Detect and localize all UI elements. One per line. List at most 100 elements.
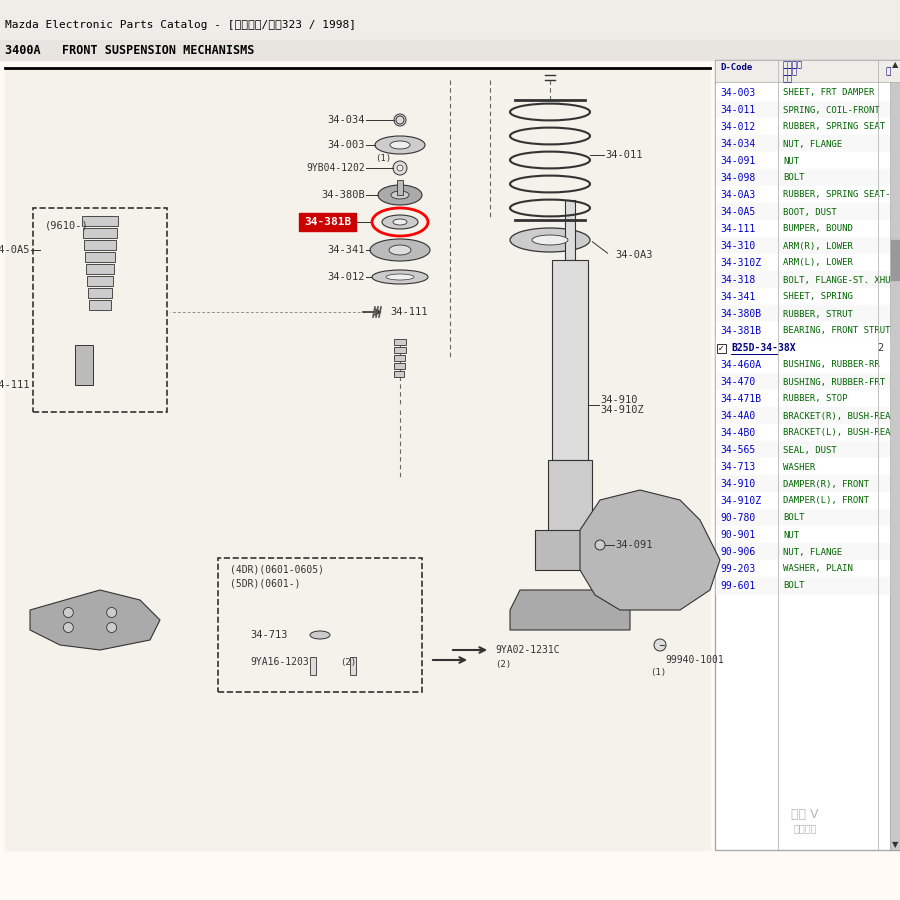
Bar xyxy=(716,424,889,441)
Text: BRACKET(L), BUSH-REA: BRACKET(L), BUSH-REA xyxy=(783,428,890,437)
Text: BOLT: BOLT xyxy=(783,581,805,590)
Text: Mazda Electronic Parts Catalog - [目录图像/文本323 / 1998]: Mazda Electronic Parts Catalog - [目录图像/文… xyxy=(5,20,356,30)
Bar xyxy=(716,288,889,305)
Ellipse shape xyxy=(393,219,407,225)
Bar xyxy=(716,509,889,526)
Text: 34-0A3: 34-0A3 xyxy=(615,250,652,260)
Bar xyxy=(394,355,405,361)
Bar xyxy=(716,560,889,577)
Text: 34-011: 34-011 xyxy=(720,105,755,115)
Text: 2: 2 xyxy=(877,343,883,353)
Bar xyxy=(0,0,900,40)
Text: (2): (2) xyxy=(495,661,511,670)
Text: 34-011: 34-011 xyxy=(605,150,643,160)
Text: 34-111: 34-111 xyxy=(390,307,428,317)
Text: 9YA02-1231C: 9YA02-1231C xyxy=(495,645,560,655)
Ellipse shape xyxy=(532,235,568,245)
Text: SHEET, FRT DAMPER: SHEET, FRT DAMPER xyxy=(783,88,875,97)
Bar xyxy=(75,345,93,385)
Text: 34-003: 34-003 xyxy=(720,88,755,98)
Bar xyxy=(535,530,605,570)
Text: RUBBER, STOP: RUBBER, STOP xyxy=(783,394,848,403)
Text: 99-601: 99-601 xyxy=(720,581,755,591)
Bar xyxy=(552,260,588,460)
Text: 34-713: 34-713 xyxy=(250,630,287,640)
Text: 99940-1001: 99940-1001 xyxy=(665,655,724,665)
Text: 34-471B: 34-471B xyxy=(720,394,761,404)
Text: 转至小说: 转至小说 xyxy=(793,823,817,833)
Text: 3400A   FRONT SUSPENSION MECHANISMS: 3400A FRONT SUSPENSION MECHANISMS xyxy=(5,43,255,57)
Text: 34-470: 34-470 xyxy=(720,377,755,387)
Circle shape xyxy=(394,114,406,126)
Text: 部件号: 部件号 xyxy=(783,68,798,76)
Text: RUBBER, STRUT: RUBBER, STRUT xyxy=(783,310,853,319)
Bar xyxy=(717,344,726,353)
Ellipse shape xyxy=(382,215,418,229)
Text: NUT: NUT xyxy=(783,530,799,539)
Circle shape xyxy=(393,161,407,175)
Text: 34-098: 34-098 xyxy=(720,173,755,183)
Bar xyxy=(716,492,889,509)
Circle shape xyxy=(63,623,73,633)
Bar xyxy=(394,371,404,377)
Text: 90-780: 90-780 xyxy=(720,513,755,523)
Ellipse shape xyxy=(389,245,411,255)
Circle shape xyxy=(654,639,666,651)
Bar xyxy=(716,577,889,594)
Bar xyxy=(397,180,403,195)
Circle shape xyxy=(107,608,117,617)
Text: 34-4A0: 34-4A0 xyxy=(720,411,755,421)
Bar xyxy=(716,203,889,220)
Bar xyxy=(716,101,889,118)
Text: 90-901: 90-901 xyxy=(720,530,755,540)
Text: 34-4B0: 34-4B0 xyxy=(720,428,755,438)
Bar xyxy=(83,228,117,238)
Bar xyxy=(86,264,114,274)
Text: NUT: NUT xyxy=(783,157,799,166)
Text: BOLT, FLANGE-ST. XHU: BOLT, FLANGE-ST. XHU xyxy=(783,275,890,284)
Text: 34-341: 34-341 xyxy=(328,245,365,255)
Text: BOOT, DUST: BOOT, DUST xyxy=(783,208,837,217)
Text: 34-910Z: 34-910Z xyxy=(600,405,644,415)
Text: BEARING, FRONT STRUT: BEARING, FRONT STRUT xyxy=(783,327,890,336)
Text: 34-091: 34-091 xyxy=(615,540,652,550)
Text: SPRING, COIL-FRONT: SPRING, COIL-FRONT xyxy=(783,105,880,114)
Text: 34-910Z: 34-910Z xyxy=(720,496,761,506)
Text: 34-012: 34-012 xyxy=(328,272,365,282)
Text: 34-0A3: 34-0A3 xyxy=(720,190,755,200)
Text: 34-341: 34-341 xyxy=(720,292,755,302)
Text: DAMPER(R), FRONT: DAMPER(R), FRONT xyxy=(783,480,869,489)
Polygon shape xyxy=(580,490,720,610)
Circle shape xyxy=(396,116,404,124)
FancyBboxPatch shape xyxy=(299,213,356,231)
Ellipse shape xyxy=(378,185,422,205)
Text: SHEET, SPRING: SHEET, SPRING xyxy=(783,292,853,302)
Bar xyxy=(85,252,115,262)
Text: SEAL, DUST: SEAL, DUST xyxy=(783,446,837,454)
Text: (4DR)(0601-0605): (4DR)(0601-0605) xyxy=(230,565,324,575)
FancyArrowPatch shape xyxy=(592,242,608,253)
Text: ▼: ▼ xyxy=(892,841,898,850)
Circle shape xyxy=(595,540,605,550)
Bar xyxy=(716,543,889,560)
Text: 34-034: 34-034 xyxy=(328,115,365,125)
Ellipse shape xyxy=(390,141,410,149)
Bar xyxy=(394,347,406,353)
Bar xyxy=(716,305,889,322)
Bar xyxy=(716,322,889,339)
Circle shape xyxy=(107,623,117,633)
Text: BUSHING, RUBBER-FRT: BUSHING, RUBBER-FRT xyxy=(783,377,885,386)
Bar xyxy=(5,70,710,850)
Bar xyxy=(82,216,118,226)
Text: 34-0A5: 34-0A5 xyxy=(720,207,755,217)
Polygon shape xyxy=(510,590,630,630)
Bar xyxy=(716,526,889,543)
Text: 34-310: 34-310 xyxy=(720,241,755,251)
Text: 34-111: 34-111 xyxy=(720,224,755,234)
Text: 90-906: 90-906 xyxy=(720,547,755,557)
Text: NUT, FLANGE: NUT, FLANGE xyxy=(783,547,842,556)
Ellipse shape xyxy=(375,136,425,154)
Text: 9YA16-1203: 9YA16-1203 xyxy=(250,657,309,667)
Bar xyxy=(716,475,889,492)
Text: WASHER: WASHER xyxy=(783,463,815,472)
